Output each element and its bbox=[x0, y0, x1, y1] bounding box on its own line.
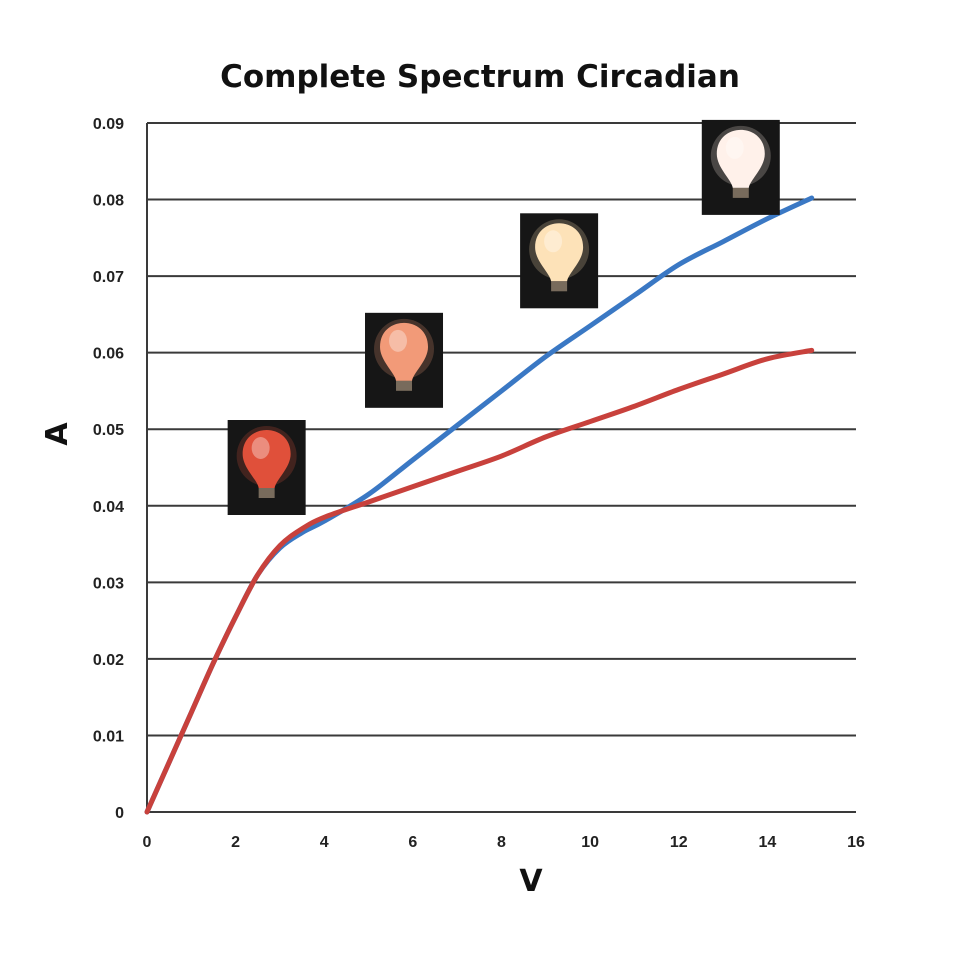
y-tick-label: 0.01 bbox=[93, 728, 124, 745]
x-tick-label: 14 bbox=[758, 834, 776, 851]
orange-glow-bulb-image bbox=[365, 312, 444, 408]
y-axis-label: A bbox=[40, 422, 75, 446]
x-tick-label: 2 bbox=[231, 834, 240, 851]
x-tick-labels: 0 2 4 6 8 10 12 14 16 bbox=[143, 834, 865, 851]
y-tick-label: 0.05 bbox=[93, 422, 124, 439]
x-tick-label: 0 bbox=[143, 834, 152, 851]
y-tick-label: 0.09 bbox=[93, 116, 124, 133]
x-axis-label: V bbox=[519, 864, 543, 899]
series-lines bbox=[144, 195, 815, 815]
y-tick-label: 0 bbox=[115, 805, 124, 822]
y-tick-label: 0.03 bbox=[93, 575, 124, 592]
x-tick-label: 16 bbox=[847, 834, 865, 851]
white-glow-bulb-image bbox=[701, 119, 780, 215]
y-tick-labels: 0 0.01 0.02 0.03 0.04 0.05 0.06 0.07 0.08 0.09 bbox=[93, 116, 124, 822]
x-tick-label: 6 bbox=[408, 834, 417, 851]
y-tick-label: 0.04 bbox=[93, 499, 124, 516]
x-tick-label: 10 bbox=[581, 834, 599, 851]
y-tick-label: 0.07 bbox=[93, 269, 124, 286]
axes bbox=[146, 123, 856, 813]
red-glow-bulb-image bbox=[227, 420, 306, 515]
chart-title: Complete Spectrum Circadian bbox=[220, 59, 740, 95]
y-tick-label: 0.08 bbox=[93, 193, 124, 210]
x-tick-label: 4 bbox=[320, 834, 329, 851]
warm-glow-bulb-image bbox=[520, 213, 599, 309]
y-tick-label: 0.02 bbox=[93, 652, 124, 669]
series-line-1 bbox=[144, 347, 815, 815]
bulb-images bbox=[227, 119, 780, 515]
x-tick-label: 12 bbox=[670, 834, 688, 851]
y-tick-label: 0.06 bbox=[93, 346, 124, 363]
x-tick-label: 8 bbox=[497, 834, 506, 851]
